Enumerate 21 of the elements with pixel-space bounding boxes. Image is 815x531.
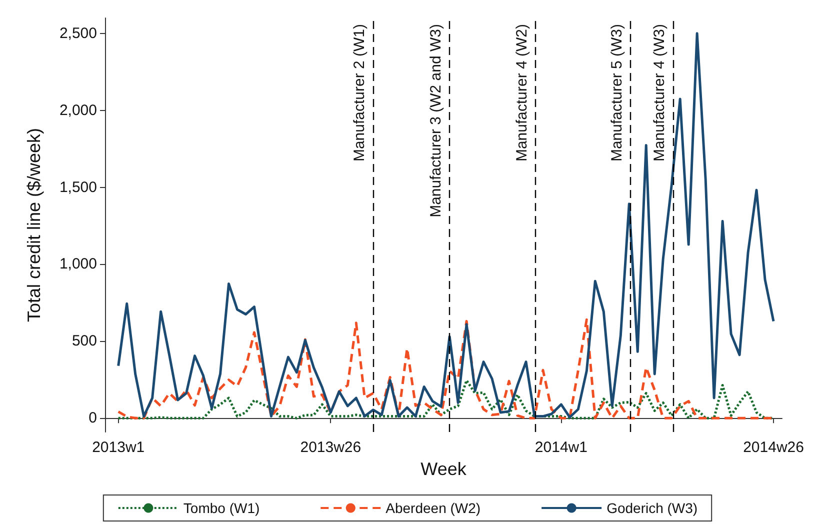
y-tick-label: 1,000	[59, 256, 97, 273]
legend-label: Aberdeen (W2)	[386, 500, 481, 516]
x-tick-label: 2014w26	[743, 439, 804, 456]
y-tick-label: 2,000	[59, 102, 97, 119]
x-tick-label: 2013w26	[300, 439, 362, 456]
x-tick-label: 2014w1	[534, 439, 588, 456]
y-tick-label: 2,500	[59, 24, 97, 42]
x-tick-label: 2013w1	[92, 439, 145, 456]
legend-label: Tombo (W1)	[183, 500, 260, 516]
y-tick-label: 500	[72, 332, 97, 350]
ref-line-label: Manufacturer 4 (W2)	[514, 24, 531, 162]
y-axis-title: Total credit line ($/week)	[24, 128, 44, 322]
ref-line-label: Manufacturer 4 (W3)	[650, 24, 668, 162]
y-tick-label: 1,500	[59, 178, 97, 196]
ref-line-label: Manufacturer 3 (W2 and W3)	[428, 24, 445, 218]
line-series	[117, 379, 775, 420]
ref-line-label: Manufacturer 2 (W1)	[351, 24, 368, 162]
ref-line-label: Manufacturer 5 (W3)	[608, 24, 626, 162]
legend-label: Goderich (W3)	[606, 500, 698, 516]
y-tick-label: 0	[88, 410, 97, 427]
x-axis-title: Week	[420, 459, 468, 479]
